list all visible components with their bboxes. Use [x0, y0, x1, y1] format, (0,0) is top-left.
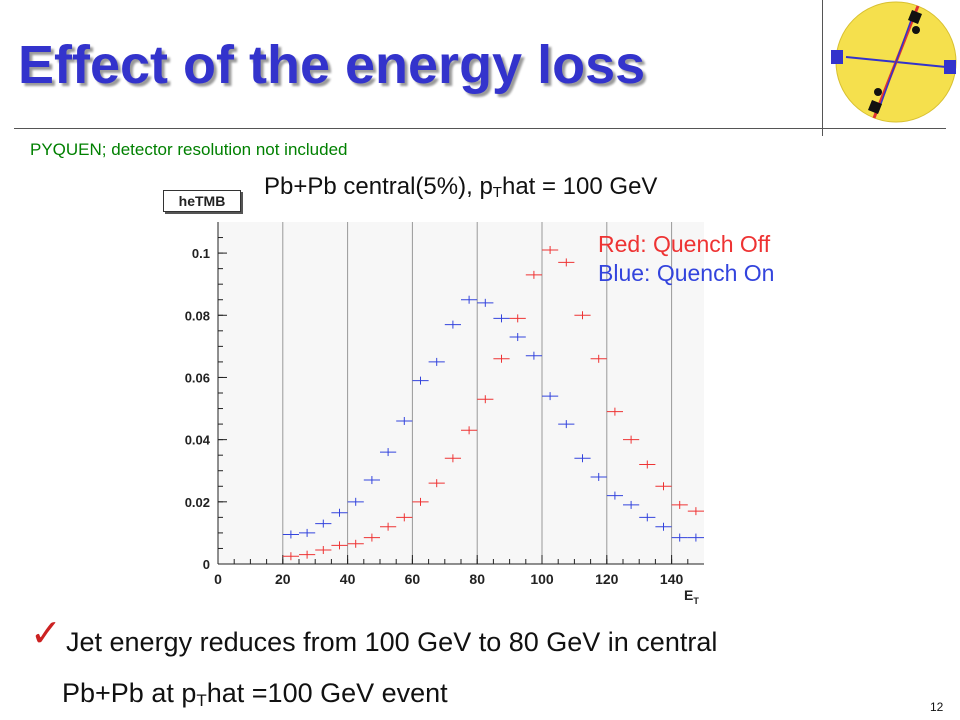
- logo-divider: [822, 0, 823, 136]
- y-tick-label-5: 0.1: [192, 246, 210, 261]
- plot-title-suffix: hat = 100 GeV: [501, 173, 658, 200]
- plot-title-subscript: T: [492, 184, 502, 201]
- bullet-line2-suffix: hat =100 GeV event: [206, 678, 448, 708]
- bullet-text-line2: Pb+Pb at pThat =100 GeV event: [62, 678, 448, 711]
- x-axis-label-subscript: T: [693, 596, 699, 606]
- subtitle-note: PYQUEN; detector resolution not included: [30, 140, 348, 159]
- x-tick-label-3: 60: [405, 571, 421, 587]
- plot-background: [218, 222, 704, 564]
- jet-collision-logo-icon: [831, 1, 957, 123]
- x-axis-label: ET: [684, 587, 699, 606]
- x-tick-label-7: 140: [660, 571, 684, 587]
- bullet-line2-prefix: Pb+Pb at p: [62, 678, 197, 708]
- x-tick-label-5: 100: [530, 571, 554, 587]
- x-tick-label-0: 0: [214, 571, 222, 587]
- plot-title-prefix: Pb+Pb central(5%), p: [264, 173, 493, 200]
- slide-title: Effect of the energy loss: [18, 35, 646, 95]
- histogram-name-box: heTMB: [163, 190, 241, 212]
- legend-entry-1: Blue: Quench On: [598, 260, 774, 286]
- check-icon: ✓: [30, 613, 62, 655]
- x-tick-label-6: 120: [595, 571, 619, 587]
- y-tick-label-1: 0.02: [185, 495, 210, 510]
- y-tick-label-2: 0.04: [185, 433, 211, 448]
- x-tick-label-2: 40: [340, 571, 356, 587]
- title-divider: [14, 128, 946, 129]
- page-number: 12: [930, 700, 944, 714]
- legend-entry-0: Red: Quench Off: [598, 231, 771, 257]
- x-tick-label-4: 80: [469, 571, 485, 587]
- plot-title: Pb+Pb central(5%), pThat = 100 GeV: [264, 173, 657, 201]
- x-tick-label-1: 20: [275, 571, 291, 587]
- y-tick-label-4: 0.08: [185, 308, 210, 323]
- bullet-line2-subscript: T: [196, 691, 207, 710]
- bullet-text-line1: Jet energy reduces from 100 GeV to 80 Ge…: [66, 627, 718, 657]
- y-tick-label-0: 0: [203, 557, 210, 572]
- y-tick-label-3: 0.06: [185, 370, 210, 385]
